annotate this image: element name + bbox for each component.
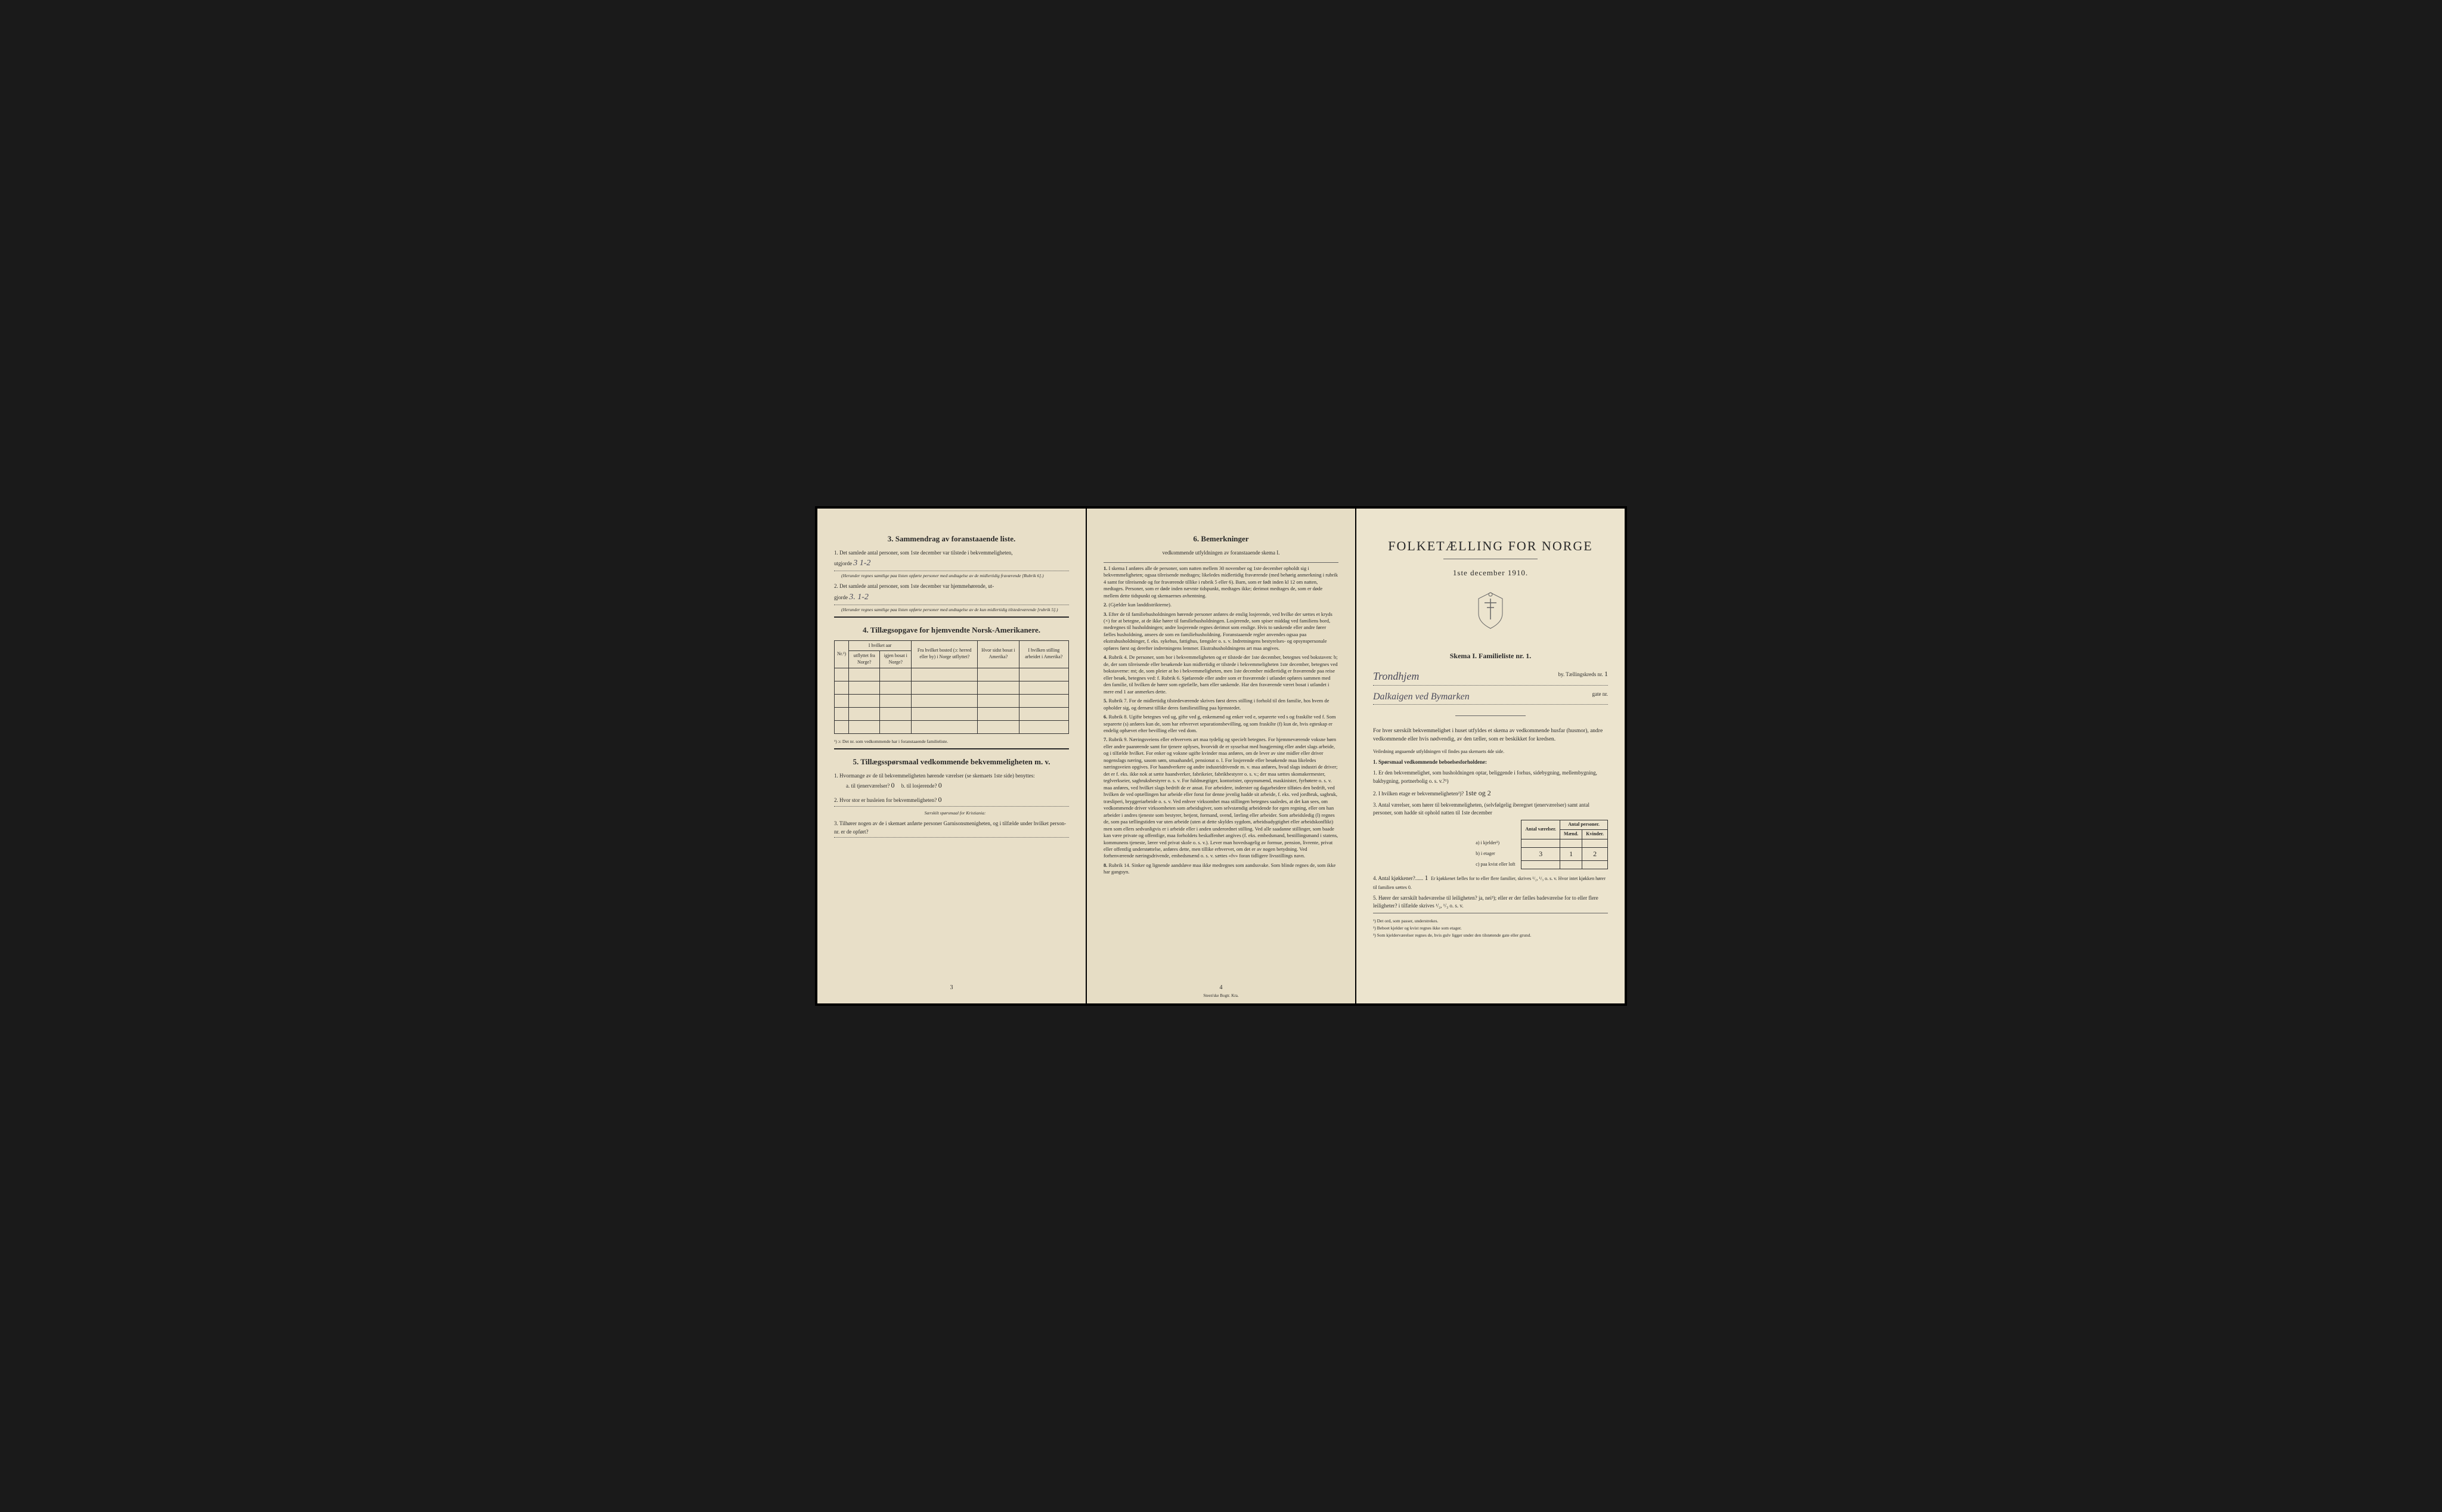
street-line: Dalkaigen ved Bymarken gate nr. — [1373, 690, 1608, 705]
city-line: Trondhjem by. Tællingskreds nr. 1 — [1373, 669, 1608, 685]
section5-title: 5. Tillægsspørsmaal vedkommende bekvemme… — [834, 757, 1069, 767]
section3-title: 3. Sammendrag av foranstaaende liste. — [834, 534, 1069, 544]
table-footnote: ¹) ɔ: Det nr. som vedkommende har i fora… — [834, 739, 1069, 745]
section3-item1: 1. Det samlede antal personer, som 1ste … — [834, 549, 1069, 580]
handwritten-value: 3. 1-2 — [849, 593, 869, 602]
main-title: FOLKETÆLLING FOR NORGE — [1373, 537, 1608, 555]
census-date: 1ste december 1910. — [1373, 568, 1608, 578]
section5-q2: 2. Hvor stor er husleien for bekvemmelig… — [834, 794, 1069, 807]
section6-title: 6. Bemerkninger — [1104, 534, 1338, 544]
printer-note: Steen'ske Bogtr. Kra. — [1203, 993, 1238, 999]
section4-title: 4. Tillægsopgave for hjemvendte Norsk-Am… — [834, 625, 1069, 636]
page-middle: 6. Bemerkninger vedkommende utfyldningen… — [1087, 509, 1355, 1003]
skema-line: Skema I. Familieliste nr. 1. — [1373, 651, 1608, 661]
crest-icon — [1473, 590, 1508, 631]
section5-q1: 1. Hvormange av de til bekvemmeligheten … — [834, 772, 1069, 791]
section6-subtitle: vedkommende utfyldningen av foranstaaend… — [1104, 549, 1338, 556]
amerikaner-table: Nr.¹) I hvilket aar Fra hvilket bosted (… — [834, 640, 1069, 734]
section3-item2: 2. Det samlede antal personer, som 1ste … — [834, 583, 1069, 613]
page-left: 3. Sammendrag av foranstaaende liste. 1.… — [817, 509, 1086, 1003]
section5-q3: 3. Tilhører nogen av de i skemaet anført… — [834, 820, 1069, 838]
handwritten-value: 3 1-2 — [853, 559, 870, 568]
page-right: FOLKETÆLLING FOR NORGE 1ste december 191… — [1356, 509, 1625, 1003]
footnotes: ¹) Det ord, som passer, understrekes. ²)… — [1373, 918, 1608, 938]
census-document: 3. Sammendrag av foranstaaende liste. 1.… — [815, 506, 1627, 1006]
questions-block: 1. Spørsmaal vedkommende beboelsesforhol… — [1373, 758, 1608, 938]
page-number: 4 — [1220, 984, 1223, 992]
page-number: 3 — [950, 984, 953, 992]
intro-text: For hver særskilt bekvemmelighet i huset… — [1373, 727, 1608, 744]
bemerkninger-text: 1. I skema I anføres alle de personer, s… — [1104, 565, 1338, 876]
answer-table: Antal værelser. Antal personer. Mænd. Kv… — [1472, 820, 1608, 869]
